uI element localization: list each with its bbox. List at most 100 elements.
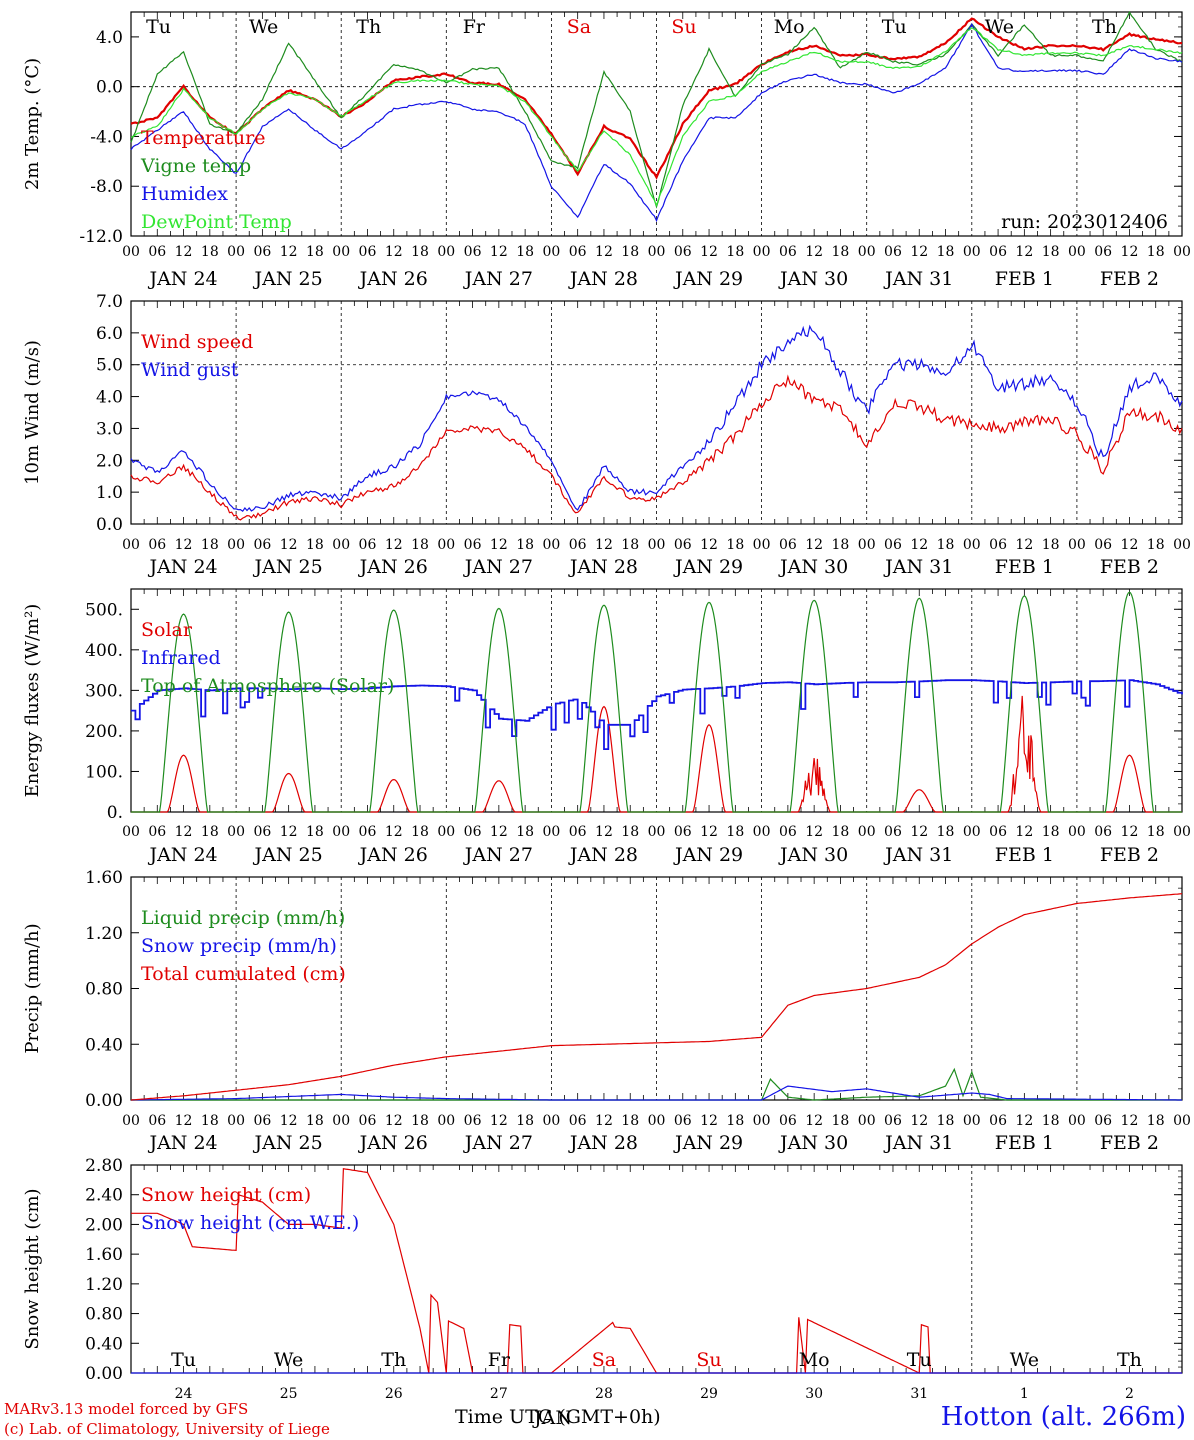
precip-hour-label: 00	[437, 1113, 455, 1129]
snow-day-number: 1	[1020, 1386, 1029, 1402]
temperature-y-tick-label: -8.0	[90, 177, 123, 197]
top-day-name: Th	[356, 16, 381, 38]
precip-hour-label: 12	[700, 1113, 718, 1129]
precip-hour-label: 18	[201, 1113, 219, 1129]
precip-date-label: FEB 2	[1100, 1132, 1159, 1154]
snow-legend-entry: Snow height (cm)	[141, 1184, 311, 1206]
temperature-date-label: JAN 31	[883, 268, 953, 290]
top-day-name: Mo	[774, 16, 805, 38]
wind-y-tick-label: 5.0	[96, 356, 123, 376]
energy-hour-label: 18	[306, 824, 324, 840]
energy-hour-label: 12	[490, 824, 508, 840]
energy-legend-entry: Top of Atmosphere (Solar)	[141, 675, 394, 697]
wind-hour-label: 12	[280, 537, 298, 553]
precip-hour-label: 06	[148, 1113, 166, 1129]
temperature-hour-label: 12	[805, 244, 823, 260]
top-day-name: Th	[1092, 16, 1117, 38]
snow-day-name: We	[274, 1349, 303, 1371]
energy-date-label: JAN 29	[673, 844, 743, 866]
energy-date-label: JAN 28	[568, 844, 638, 866]
precip-date-label: JAN 25	[253, 1132, 323, 1154]
temperature-hour-label: 06	[1094, 244, 1112, 260]
snow-y-tick-label: 1.60	[85, 1245, 123, 1265]
precip-hour-label: 00	[963, 1113, 981, 1129]
temperature-hour-label: 06	[989, 244, 1007, 260]
precip-hour-label: 12	[490, 1113, 508, 1129]
snow-day-name: Tu	[907, 1349, 932, 1371]
energy-hour-label: 06	[989, 824, 1007, 840]
wind-hour-label: 18	[201, 537, 219, 553]
precip-hour-label: 06	[989, 1113, 1007, 1129]
wind-hour-label: 12	[805, 537, 823, 553]
temperature-y-tick-label: 4.0	[96, 28, 123, 48]
snow-y-tick-label: 0.40	[85, 1334, 123, 1354]
temperature-date-label: JAN 29	[673, 268, 743, 290]
energy-hour-label: 06	[253, 824, 271, 840]
precip-hour-label: 06	[464, 1113, 482, 1129]
precip-y-tick-label: 0.80	[85, 980, 123, 1000]
energy-hour-label: 18	[937, 824, 955, 840]
precip-hour-label: 12	[280, 1113, 298, 1129]
wind-hour-label: 00	[122, 537, 140, 553]
snow-day-name: Su	[696, 1349, 721, 1371]
top-day-name: We	[985, 16, 1014, 38]
temperature-hour-label: 12	[1121, 244, 1139, 260]
temperature-hour-label: 12	[280, 244, 298, 260]
temperature-legend-entry: Humidex	[141, 183, 228, 205]
temperature-date-label: JAN 26	[358, 268, 428, 290]
wind-hour-label: 06	[674, 537, 692, 553]
wind-hour-label: 00	[963, 537, 981, 553]
temperature-hour-label: 12	[910, 244, 928, 260]
precip-hour-label: 18	[516, 1113, 534, 1129]
precip-y-tick-label: 1.60	[85, 868, 123, 888]
temperature-hour-label: 06	[253, 244, 271, 260]
wind-hour-label: 06	[148, 537, 166, 553]
temperature-hour-label: 12	[595, 244, 613, 260]
wind-y-tick-label: 6.0	[96, 324, 123, 344]
station-name: Hotton (alt. 266m)	[940, 1402, 1186, 1432]
snow-day-number: 2	[1125, 1386, 1134, 1402]
temperature-y-tick-label: -12.0	[79, 227, 123, 247]
precip-hour-label: 00	[1068, 1113, 1086, 1129]
snow-y-tick-label: 2.80	[85, 1156, 123, 1176]
wind-hour-label: 06	[464, 537, 482, 553]
temperature-hour-label: 06	[464, 244, 482, 260]
precip-y-axis-label: Precip (mm/h)	[22, 923, 43, 1053]
snow-day-name: Mo	[799, 1349, 830, 1371]
energy-hour-label: 06	[1094, 824, 1112, 840]
energy-hour-label: 12	[385, 824, 403, 840]
temperature-hour-label: 18	[726, 244, 744, 260]
energy-hour-label: 12	[805, 824, 823, 840]
energy-hour-label: 00	[963, 824, 981, 840]
energy-y-tick-label: 500.	[85, 600, 123, 620]
temperature-y-axis-label: 2m Temp. (°C)	[22, 58, 43, 190]
wind-y-tick-label: 7.0	[96, 292, 123, 312]
temperature-hour-label: 00	[753, 244, 771, 260]
snow-y-tick-label: 0.00	[85, 1364, 123, 1384]
precip-date-label: JAN 26	[358, 1132, 428, 1154]
energy-legend-entry: Solar	[141, 619, 193, 641]
temperature-hour-label: 18	[621, 244, 639, 260]
temperature-hour-label: 18	[1147, 244, 1165, 260]
energy-hour-label: 12	[700, 824, 718, 840]
precip-hour-label: 12	[910, 1113, 928, 1129]
precip-hour-label: 06	[253, 1113, 271, 1129]
snow-day-name: Tu	[171, 1349, 196, 1371]
energy-date-label: JAN 30	[778, 844, 848, 866]
wind-y-tick-label: 1.0	[96, 483, 123, 503]
wind-hour-label: 12	[910, 537, 928, 553]
wind-hour-label: 12	[1015, 537, 1033, 553]
snow-day-name: Fr	[488, 1349, 511, 1371]
x-axis-title: Time UTC (GMT+0h)	[455, 1406, 661, 1428]
energy-hour-label: 12	[175, 824, 193, 840]
wind-hour-label: 18	[411, 537, 429, 553]
energy-hour-label: 12	[595, 824, 613, 840]
temperature-hour-label: 00	[332, 244, 350, 260]
temperature-hour-label: 12	[490, 244, 508, 260]
energy-date-label: JAN 27	[463, 844, 533, 866]
temperature-date-label: JAN 24	[147, 268, 217, 290]
energy-hour-label: 00	[1173, 824, 1191, 840]
temperature-hour-label: 06	[674, 244, 692, 260]
wind-hour-label: 00	[753, 537, 771, 553]
wind-y-tick-label: 0.0	[96, 515, 123, 535]
